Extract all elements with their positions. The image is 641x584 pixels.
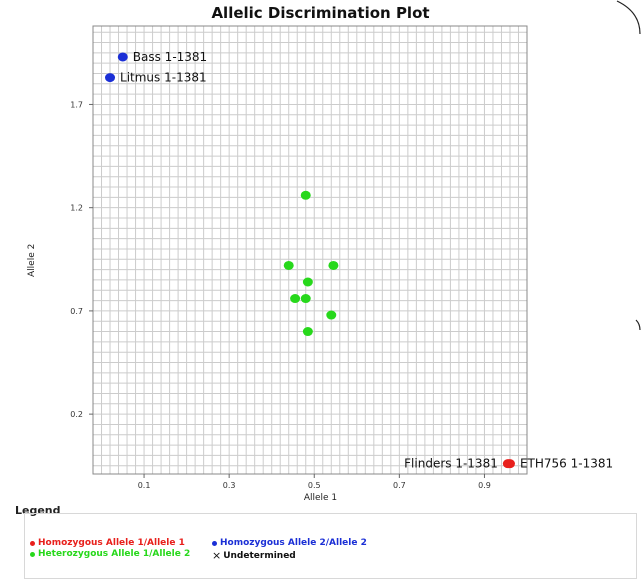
x-tick-label: 0.1 [138,481,151,490]
x-tick-label: 0.7 [393,481,406,490]
data-point [290,294,301,304]
legend-item-homozygous-2: Homozygous Allele 2/Allele 2 [212,538,367,548]
legend-box: Homozygous Allele 1/Allele 1 Homozygous … [24,513,637,579]
legend-item-homozygous-1: Homozygous Allele 1/Allele 1 [30,538,185,548]
x-tick-label: 0.9 [478,481,491,490]
legend-item-heterozygous: Heterozygous Allele 1/Allele 2 [30,549,190,559]
data-point [328,260,339,270]
legend-item-undetermined: × Undetermined [212,549,296,562]
data-point [300,190,311,200]
x-axis-label: Allele 1 [303,493,338,503]
data-point [326,310,337,320]
data-point [504,459,515,469]
data-point [300,294,311,304]
y-axis-label: Allele 2 [27,243,37,277]
y-tick-label: 1.2 [70,204,83,213]
legend-label: Homozygous Allele 2/Allele 2 [220,538,367,548]
legend-label: Heterozygous Allele 1/Allele 2 [38,549,191,559]
blue-dot-icon [212,540,217,546]
data-point [302,277,313,287]
y-tick-label: 0.2 [70,410,83,419]
data-point [105,73,116,83]
plot-frame [92,25,528,475]
data-point [283,260,294,270]
red-dot-icon [30,540,35,546]
data-point-label: Litmus 1-1381 [120,71,207,85]
data-point [117,52,128,62]
data-point [302,327,313,337]
data-point-label: Flinders 1-1381 [404,457,498,471]
legend-label: Undetermined [223,550,296,561]
green-dot-icon [30,551,35,557]
data-point-label: ETH756 1-1381 [520,457,613,471]
y-tick-label: 1.7 [70,100,83,109]
chart-title: Allelic Discrimination Plot [211,4,430,22]
legend-label: Homozygous Allele 1/Allele 1 [38,538,185,548]
x-tick-label: 0.5 [308,481,321,490]
data-point-label: Bass 1-1381 [133,50,207,64]
x-mark-icon: × [212,549,222,562]
y-tick-label: 0.7 [70,307,83,316]
plot-area [93,26,527,474]
x-tick-label: 0.3 [223,481,236,490]
